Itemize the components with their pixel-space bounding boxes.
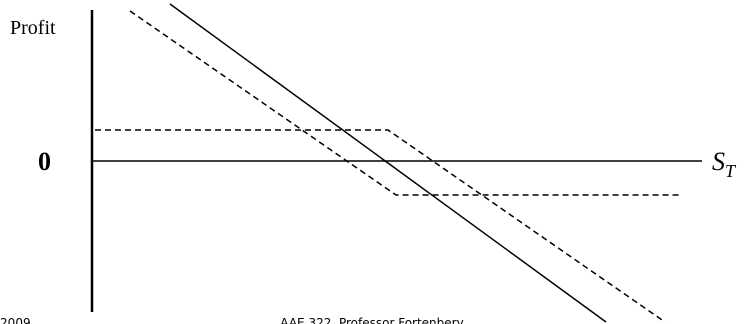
dashed-payoff-upper [95, 129, 666, 323]
y-axis-label: Profit [10, 17, 56, 39]
x-axis-label-main: S [712, 147, 725, 176]
dashed-payoff-lower [129, 10, 682, 196]
footer-date: /2009 [0, 316, 31, 324]
origin-label: 0 [38, 147, 51, 176]
footer-course: AAE 322, Professor Fortenbery [280, 316, 463, 324]
x-axis-label: ST [712, 147, 737, 181]
solid-payoff-line [169, 3, 607, 323]
x-axis-label-subscript: T [725, 161, 737, 181]
